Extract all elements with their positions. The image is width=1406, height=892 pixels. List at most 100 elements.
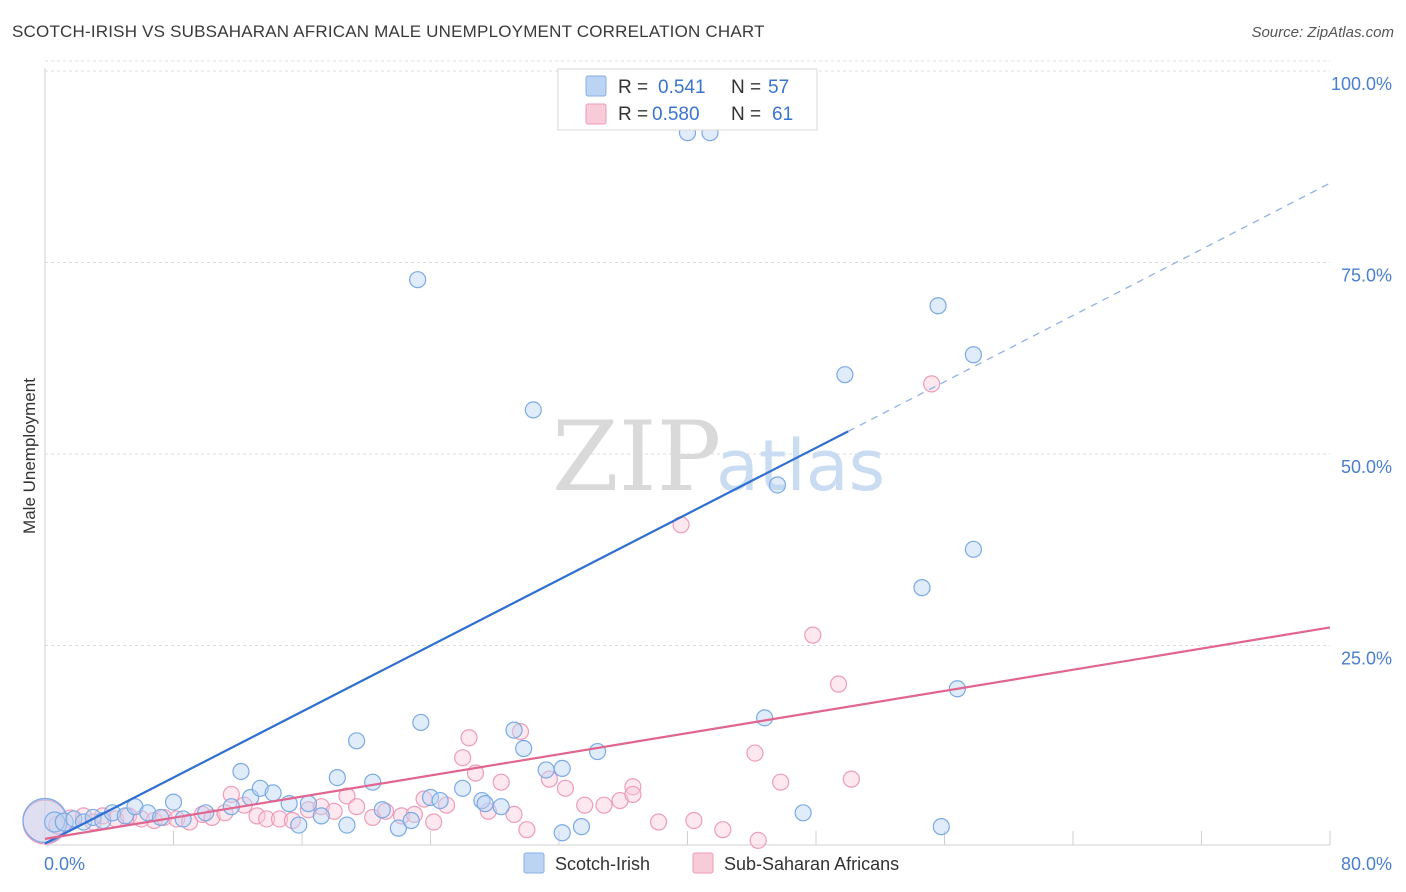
- axes: [44, 68, 1331, 846]
- sub-saharan-point-40: [540, 770, 558, 788]
- scotch-irish-point-50: [768, 476, 787, 494]
- scotch-irish-point-24: [328, 768, 346, 787]
- scotch-irish-point-32: [421, 788, 440, 807]
- sub-saharan-point-34: [454, 749, 472, 767]
- legend-r-label-1: R =: [618, 77, 648, 98]
- sub-saharan-point-54: [842, 770, 860, 788]
- sub-saharan-point-39: [518, 821, 536, 839]
- y-tick-labels: 25.0% 50.0% 75.0% 100.0%: [1331, 74, 1392, 669]
- scotch-irish-trend-extension: [847, 182, 1331, 432]
- y-tick-label-3: 100.0%: [1331, 74, 1392, 94]
- scotch-irish-point-25: [338, 816, 356, 834]
- sub-saharan-point-16: [222, 785, 240, 804]
- scotch-irish-point-22: [299, 795, 318, 813]
- sub-saharan-point-38: [505, 805, 523, 823]
- scotch-irish-points: [22, 124, 983, 844]
- legend-r-value-1: 0.541: [658, 77, 706, 98]
- scotch-irish-point-55: [755, 709, 774, 727]
- scotch-irish-point-35: [473, 791, 491, 810]
- sub-saharan-point-48: [714, 821, 732, 839]
- sub-saharan-point-51: [746, 744, 764, 762]
- scotch-irish-point-34: [454, 779, 472, 797]
- legend-swatch-pink: [585, 103, 607, 125]
- scotch-irish-point-16: [232, 762, 250, 781]
- sub-saharan-point-41: [556, 779, 575, 797]
- watermark-zip: ZIP: [552, 401, 721, 513]
- sub-saharan-point-56: [772, 773, 790, 791]
- sub-saharan-points: [22, 375, 941, 850]
- source-label: Source: ZipAtlas.com: [1251, 24, 1394, 41]
- scotch-irish-point-21: [290, 816, 308, 834]
- scotch-irish-point-1: [44, 811, 66, 833]
- scotch-irish-point-12: [164, 793, 183, 811]
- scotch-irish-point-10: [139, 804, 157, 822]
- sub-saharan-point-47: [685, 811, 703, 830]
- scotch-irish-point-37: [492, 798, 510, 816]
- scotch-irish-point-53: [964, 540, 983, 558]
- scotch-irish-point-58: [932, 818, 950, 836]
- y-tick-label-1: 50.0%: [1341, 457, 1392, 477]
- sub-saharan-point-19: [258, 810, 276, 828]
- scotch-irish-point-27: [364, 773, 382, 791]
- scotch-irish-point-43: [524, 401, 542, 419]
- x-tick-label-0: 0.0%: [44, 854, 85, 874]
- x-tick-label-1: 80.0%: [1341, 854, 1392, 874]
- legend-r-label-2: R =: [618, 104, 648, 125]
- scotch-irish-point-11: [152, 808, 170, 827]
- sub-saharan-point-42: [576, 796, 594, 814]
- scotch-irish-point-26: [348, 732, 366, 750]
- sub-saharan-point-32: [425, 813, 443, 831]
- sub-saharan-point-43: [595, 796, 613, 814]
- scotch-irish-point-41: [553, 759, 571, 778]
- sub-saharan-point-50: [624, 785, 642, 804]
- series-legend: Scotch-Irish Sub-Saharan Africans: [523, 852, 899, 874]
- legend-r-value-2: 0.580: [652, 104, 700, 125]
- sub-saharan-point-26: [348, 798, 366, 816]
- sub-saharan-point-58: [460, 729, 478, 747]
- x-tick-labels: 0.0% 80.0%: [44, 854, 1392, 874]
- scotch-irish-point-44: [553, 824, 571, 842]
- sub-saharan-point-53: [829, 675, 848, 693]
- scotch-irish-point-39: [515, 739, 533, 758]
- sub-saharan-point-52: [804, 626, 822, 644]
- scotch-irish-point-40: [537, 761, 555, 779]
- sub-saharan-point-59: [511, 723, 530, 741]
- scotch-irish-point-18: [251, 779, 269, 797]
- sub-saharan-trend-line: [44, 626, 1331, 840]
- sub-saharan-point-20: [270, 810, 289, 828]
- chart-title: SCOTCH-IRISH VS SUBSAHARAN AFRICAN MALE …: [12, 22, 765, 41]
- scotch-irish-point-33: [431, 791, 449, 810]
- scotch-irish-point-28: [373, 801, 391, 819]
- trend-lines: [44, 182, 1331, 845]
- scotch-irish-trend-line: [44, 430, 849, 845]
- legend-n-label-1: N =: [731, 77, 761, 98]
- y-tick-label-0: 25.0%: [1341, 649, 1392, 669]
- sub-saharan-point-24: [325, 802, 343, 820]
- sub-saharan-point-55: [923, 375, 941, 393]
- sub-saharan-point-18: [248, 807, 266, 825]
- scotch-irish-point-30: [402, 811, 420, 830]
- bottom-swatch-sub-saharan: [692, 852, 714, 874]
- scotch-irish-point-46: [409, 271, 427, 289]
- scotch-irish-point-54: [913, 579, 931, 597]
- scotch-irish-point-3: [65, 810, 83, 828]
- scotch-irish-point-13: [174, 810, 192, 828]
- sub-saharan-point-37: [492, 773, 510, 791]
- scotch-irish-point-36: [476, 795, 494, 813]
- legend-n-label-2: N =: [731, 104, 761, 125]
- y-axis-label: Male Unemployment: [20, 378, 39, 534]
- legend-swatch-blue: [585, 75, 607, 97]
- legend-n-value-2: 61: [772, 104, 793, 125]
- scotch-irish-point-52: [964, 346, 983, 364]
- watermark-atlas: atlas: [716, 425, 885, 507]
- grid-lines: [45, 60, 1330, 646]
- correlation-legend: R = 0.541 N = 57 R = 0.580 N = 61: [557, 68, 818, 131]
- bottom-legend-scotch-irish: Scotch-Irish: [555, 854, 650, 874]
- bottom-legend-sub-saharan: Sub-Saharan Africans: [724, 854, 899, 874]
- scotch-irish-point-51: [929, 297, 947, 315]
- legend-n-value-1: 57: [768, 77, 789, 98]
- sub-saharan-point-49: [749, 831, 767, 850]
- scotch-irish-point-49: [836, 366, 854, 384]
- scotch-irish-point-56: [794, 804, 812, 822]
